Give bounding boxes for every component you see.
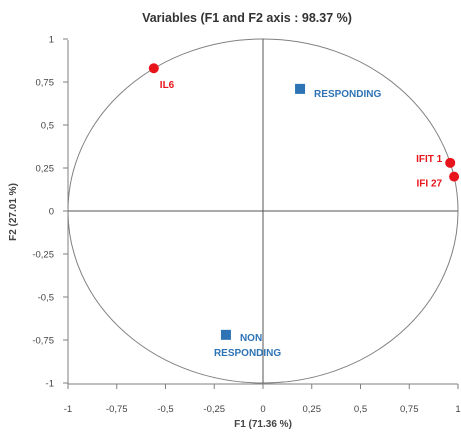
data-point-label: IL6: [160, 80, 175, 91]
data-point-circle: [449, 171, 460, 182]
x-axis-label: F1 (71.36 %): [234, 419, 292, 430]
y-axis-label: F2 (27.01 %): [8, 183, 19, 241]
y-tick-label: 0,5: [41, 121, 54, 132]
x-tick-label: -1: [64, 404, 72, 415]
x-tick-label: 0,75: [400, 404, 419, 415]
x-tick-label: 0,25: [303, 404, 322, 415]
data-point-label: IFIT 1: [416, 154, 443, 165]
data-point-label: IFI 27: [417, 179, 443, 190]
y-tick-label: -0,5: [38, 293, 54, 304]
x-tick-label: -0,75: [106, 404, 128, 415]
y-tick-label: 0: [49, 207, 54, 218]
y-tick-label: 0,75: [36, 78, 55, 89]
y-tick-label: -1: [46, 379, 54, 390]
chart-title: Variables (F1 and F2 axis : 98.37 %): [142, 11, 352, 25]
data-point-circle: [445, 157, 456, 168]
data-point-label: RESPONDING: [314, 89, 381, 100]
y-tick-label: 0,25: [36, 164, 55, 175]
x-tick-label: -0,25: [203, 404, 225, 415]
x-tick-label: -0,5: [157, 404, 173, 415]
axes-layer: -1 -0,75 -0,5 -0,25 0 0,25 0,5 0,75 1 1 0,75 0,5 0,2…: [32, 35, 460, 416]
x-tick-label: 1: [455, 404, 460, 415]
data-point-circle: [148, 63, 159, 74]
y-tick-label: 1: [49, 35, 54, 46]
data-point-label: NON RESPONDING: [214, 333, 281, 359]
data-point-square: [220, 329, 231, 340]
y-tick-label: -0,75: [32, 336, 54, 347]
x-tick-label: 0: [260, 404, 265, 415]
y-tick-label: -0,25: [32, 250, 54, 261]
marks-layer: IL6 IFIT 1 IFI 27 RESPONDING NON RESPONDING: [148, 63, 460, 359]
data-point-square: [295, 83, 306, 94]
x-tick-label: 0,5: [354, 404, 367, 415]
